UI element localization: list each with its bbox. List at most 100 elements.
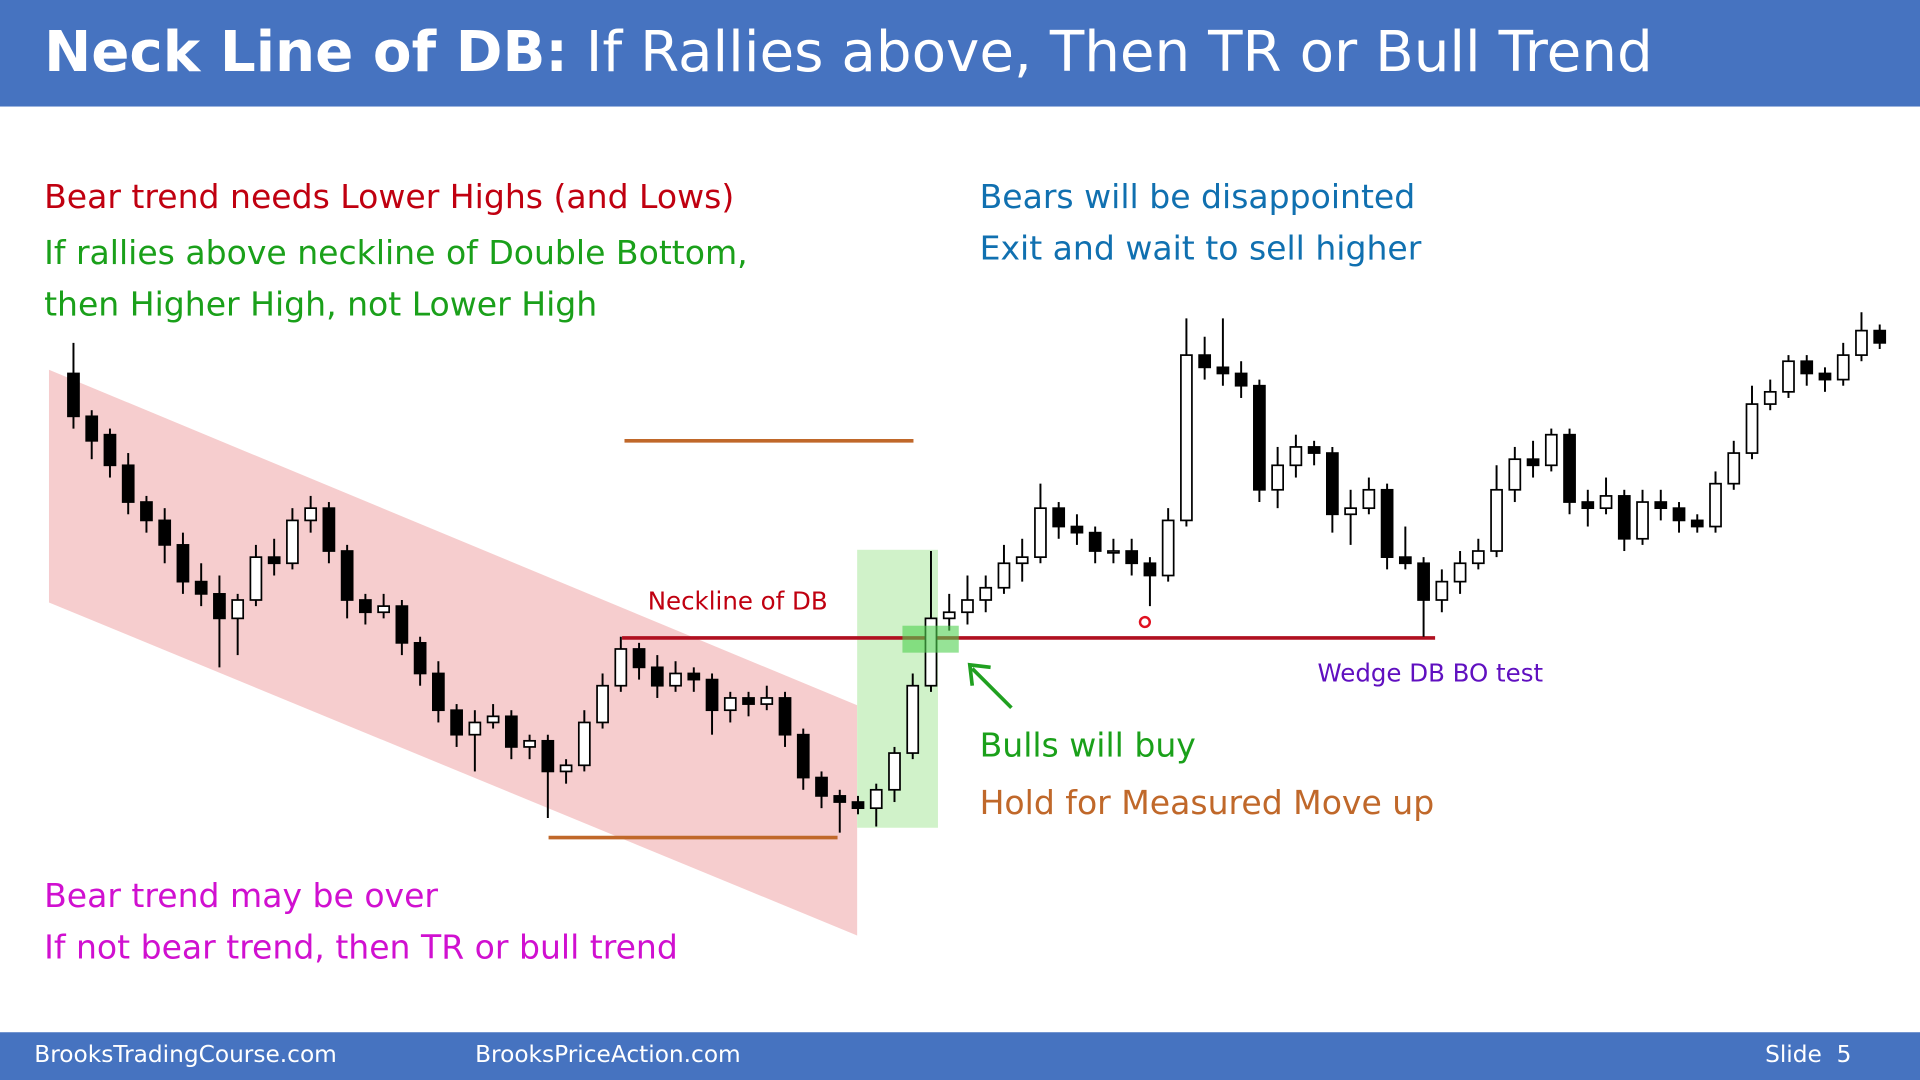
bear-channel [48,369,858,936]
candle-body [1453,562,1467,583]
candle-body [1599,495,1613,510]
annotation: If not bear trend, then TR or bull trend [44,927,678,966]
candle-body [286,519,299,565]
candle-body [1490,488,1503,552]
candle-body [1763,390,1777,405]
footer-link: BrooksTradingCourse.com [34,1041,337,1068]
candle-body [541,739,555,773]
candle-body [377,605,390,614]
candle-body [231,599,245,620]
candle-body [723,697,737,712]
candle-body [1690,519,1704,528]
candle-body [815,776,828,797]
candle-body [1125,550,1139,565]
candle-body [1855,329,1868,356]
candle-body [1873,329,1887,344]
candle-body [450,709,463,736]
candle-body [669,672,682,687]
candle-body [997,562,1011,589]
candle-body [1362,488,1376,510]
candle-body [1271,464,1285,491]
candle-body [304,507,318,522]
candle-body [359,599,372,614]
candle-body [158,519,172,546]
candle-body [1672,507,1686,522]
candle-body [979,586,993,601]
candle-body [1800,360,1814,375]
candle-body [213,593,226,620]
candle-body [1471,550,1485,565]
candle-body [1782,360,1795,393]
candle-body [468,721,482,736]
candle-body [705,678,719,712]
candle-body [760,697,774,705]
candle-body [742,697,755,705]
annotation: Hold for Measured Move up [980,783,1435,822]
candle-body [1654,501,1668,510]
bo-highlight [902,625,959,653]
candle-body [1307,446,1321,454]
candle-body [778,697,792,736]
candle-body [486,715,500,724]
candle-body [1581,501,1595,510]
candle-body [650,666,664,687]
candle-body [869,788,883,810]
candle-body [1107,550,1120,554]
candle-body [559,764,573,773]
arrow [967,662,1013,710]
candle-body [796,733,810,779]
annotation: If rallies above neckline of Double Bott… [44,233,748,272]
candle-body [1253,384,1266,491]
title: Neck Line of DB: If Rallies above, Then … [44,20,1653,85]
annotation: Bulls will buy [980,725,1196,764]
candle-body [577,721,591,767]
candle-body [1216,366,1230,375]
candle-body [1325,452,1339,516]
candle-body [1526,458,1540,467]
candle-body [1180,354,1193,522]
candle-body [851,801,865,810]
candle-body [523,739,536,748]
candle-body [1380,488,1394,558]
candle-body [267,556,281,565]
candle-body [85,415,99,442]
candle-body [1563,433,1576,503]
candle-body [942,611,956,620]
candle-body [395,605,409,644]
candle-body [121,464,135,503]
candle-body [194,580,208,595]
annotation: then Higher High, not Lower High [44,285,597,324]
candle-body [1289,446,1303,467]
candle-body [322,507,336,552]
candle-body [1198,354,1212,369]
candles [67,312,1887,833]
candle-body [1636,501,1649,540]
test-dot [1138,615,1152,629]
candle-body [1544,433,1558,467]
header-bar [0,0,1920,107]
neckline-label: Neckline of DB [648,586,828,615]
candle-body [1617,495,1631,540]
candle-body [1745,403,1759,454]
candle-body [1070,525,1084,534]
candle-body [1398,556,1412,565]
slide-number: Slide 5 [1765,1041,1851,1068]
candle-body [906,684,920,754]
candle-body [1508,458,1522,491]
candle-body [1161,519,1175,577]
annotation: Bear trend needs Lower Highs (and Lows) [44,177,734,216]
candle-body [1727,452,1741,485]
candle-body [413,642,427,675]
candle-body [1015,556,1029,565]
candle-body [1052,507,1066,528]
annotation: Exit and wait to sell higher [980,228,1422,267]
footer-bar [0,1032,1920,1080]
candle-body [67,372,80,418]
candle-body [1034,507,1047,558]
candle-body [1709,482,1722,528]
candle-body [1435,580,1449,601]
candle-body [176,544,190,583]
candle-body [140,501,153,522]
